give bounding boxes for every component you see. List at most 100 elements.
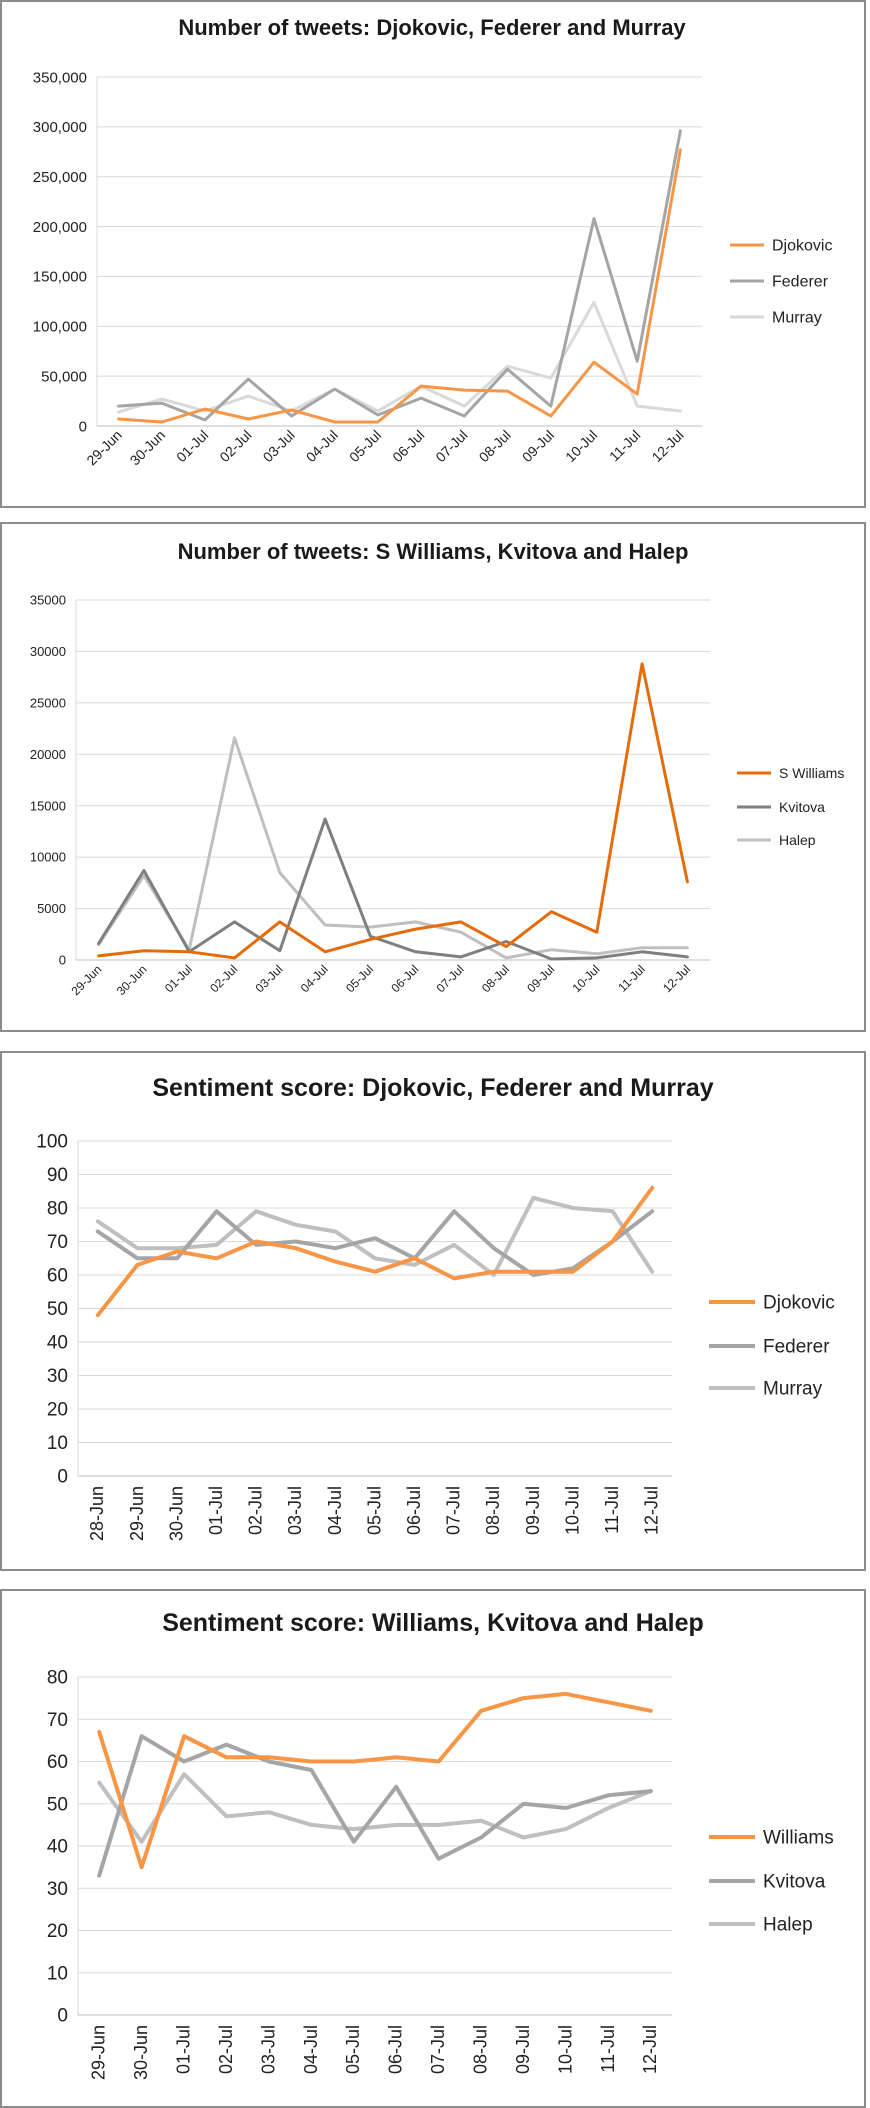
gridlines xyxy=(76,599,710,961)
x-tick-label: 30-Jun xyxy=(114,962,150,998)
x-tick-label: 07-Jul xyxy=(444,1486,464,1535)
x-tick-label: 30-Jun xyxy=(127,427,169,469)
y-tick-label: 0 xyxy=(57,1467,68,1488)
y-tick-label: 350,000 xyxy=(33,69,87,86)
x-tick-label: 03-Jul xyxy=(252,962,285,995)
x-tick-label: 29-Jun xyxy=(89,2025,109,2080)
x-tick-label: 05-Jul xyxy=(343,962,376,995)
y-tick-label: 30000 xyxy=(30,644,66,659)
x-tick-label: 09-Jul xyxy=(519,427,557,465)
y-tick-label: 30 xyxy=(47,1879,68,1900)
y-tick-label: 15000 xyxy=(30,798,66,813)
x-tick-label: 12-Jul xyxy=(648,427,686,465)
x-tick-label: 12-Jul xyxy=(660,962,693,995)
y-tick-label: 20000 xyxy=(30,747,66,762)
x-tick-label: 02-Jul xyxy=(246,1486,266,1535)
x-tick-label: 12-Jul xyxy=(640,2025,660,2074)
series-line-murray xyxy=(117,300,682,414)
y-tick-label: 250,000 xyxy=(33,169,87,186)
y-tick-label: 30 xyxy=(47,1366,68,1387)
x-tick-label: 09-Jul xyxy=(524,962,557,995)
legend-label-djokovic: Djokovic xyxy=(772,238,832,255)
x-tick-label: 10-Jul xyxy=(555,2025,575,2074)
chart-title: Sentiment score: Djokovic, Federer and M… xyxy=(152,1074,713,1102)
legend-label-halep: Halep xyxy=(763,1915,813,1936)
sentiment-men-chart: Sentiment score: Djokovic, Federer and M… xyxy=(36,1074,835,1541)
x-tick-label: 05-Jul xyxy=(346,427,384,465)
legend-label-murray: Murray xyxy=(763,1379,823,1400)
series-line-federer xyxy=(117,129,682,422)
chart-panel-women-sentiment: Sentiment score: Williams, Kvitova and H… xyxy=(0,1589,866,2108)
x-tick-label: 02-Jul xyxy=(216,427,254,465)
x-tick-label: 07-Jul xyxy=(434,962,467,995)
series-line-kvitova xyxy=(97,1734,653,1878)
legend-label-kvitova: Kvitova xyxy=(779,799,825,815)
x-tick-label: 08-Jul xyxy=(470,2025,490,2074)
y-tick-label: 40 xyxy=(47,1837,68,1858)
x-tick-label: 01-Jul xyxy=(173,427,211,465)
sentiment-women-chart: Sentiment score: Williams, Kvitova and H… xyxy=(47,1609,834,2080)
x-tick-label: 04-Jul xyxy=(298,962,331,995)
x-tick-label: 11-Jul xyxy=(615,962,647,994)
y-tick-label: 150,000 xyxy=(33,269,87,286)
chart-panel-federer-djokovic-murray-tweets: Number of tweets: Djokovic, Federer and … xyxy=(0,0,866,508)
x-tick-label: 09-Jul xyxy=(523,1486,543,1535)
x-tick-label: 06-Jul xyxy=(389,427,427,465)
series-line-kvitova xyxy=(97,817,689,961)
x-tick-label: 10-Jul xyxy=(562,1486,582,1535)
x-tick-label: 03-Jul xyxy=(258,2025,278,2074)
chart-panel-williams-kvitova-halep-tweets: Number of tweets: S Williams, Kvitova an… xyxy=(0,522,866,1032)
x-tick-label: 02-Jul xyxy=(207,962,240,995)
x-tick-label: 04-Jul xyxy=(325,1486,345,1535)
y-tick-label: 60 xyxy=(47,1752,68,1773)
x-tick-label: 29-Jun xyxy=(83,427,125,469)
chart-title: Number of tweets: Djokovic, Federer and … xyxy=(178,15,686,40)
y-tick-label: 50,000 xyxy=(41,368,87,385)
x-tick-label: 29-Jun xyxy=(127,1486,147,1541)
y-tick-label: 0 xyxy=(79,418,87,435)
series-line-williams xyxy=(97,1691,653,1870)
y-tick-label: 200,000 xyxy=(33,219,87,236)
y-tick-label: 25000 xyxy=(30,695,66,710)
chart-title: Number of tweets: S Williams, Kvitova an… xyxy=(178,539,689,564)
y-tick-label: 100 xyxy=(36,1132,68,1153)
y-tick-label: 10 xyxy=(47,1963,68,1984)
series-line-djokovic xyxy=(117,148,682,424)
tweets-women-chart: Number of tweets: S Williams, Kvitova an… xyxy=(30,539,845,998)
x-tick-label: 30-Jun xyxy=(166,1486,186,1541)
x-tick-label: 08-Jul xyxy=(476,427,514,465)
legend-label-federer: Federer xyxy=(763,1337,830,1358)
series-line-murray xyxy=(95,1195,655,1277)
series-line-halep xyxy=(97,1772,653,1844)
series-line-federer xyxy=(95,1209,655,1277)
y-tick-label: 90 xyxy=(47,1165,68,1186)
x-tick-label: 06-Jul xyxy=(404,1486,424,1535)
chart-title: Sentiment score: Williams, Kvitova and H… xyxy=(162,1609,704,1637)
y-tick-label: 20 xyxy=(47,1400,68,1421)
x-tick-label: 05-Jul xyxy=(364,1486,384,1535)
legend-label-murray: Murray xyxy=(772,310,822,327)
y-tick-label: 35000 xyxy=(30,593,66,608)
y-tick-label: 10000 xyxy=(30,850,66,865)
series-line-halep xyxy=(97,736,689,960)
legend-label-kvitova: Kvitova xyxy=(763,1872,826,1893)
gridlines xyxy=(78,1140,672,1477)
x-tick-label: 11-Jul xyxy=(602,1486,622,1534)
y-tick-label: 0 xyxy=(57,2006,68,2027)
y-tick-label: 5000 xyxy=(37,901,66,916)
legend-label-djokovic: Djokovic xyxy=(763,1293,835,1314)
x-tick-label: 03-Jul xyxy=(285,1486,305,1535)
y-tick-label: 20 xyxy=(47,1921,68,1942)
y-tick-label: 70 xyxy=(47,1232,68,1253)
x-tick-label: 01-Jul xyxy=(162,962,195,995)
x-tick-label: 29-Jun xyxy=(69,962,105,998)
x-tick-label: 06-Jul xyxy=(386,2025,406,2074)
y-tick-label: 50 xyxy=(47,1794,68,1815)
x-tick-label: 01-Jul xyxy=(206,1486,226,1535)
gridlines xyxy=(78,1676,672,2016)
x-tick-label: 12-Jul xyxy=(642,1486,662,1535)
tweets-men-chart: Number of tweets: Djokovic, Federer and … xyxy=(33,15,833,469)
y-tick-label: 70 xyxy=(47,1710,68,1731)
x-tick-label: 04-Jul xyxy=(301,2025,321,2074)
y-tick-label: 100,000 xyxy=(33,319,87,336)
